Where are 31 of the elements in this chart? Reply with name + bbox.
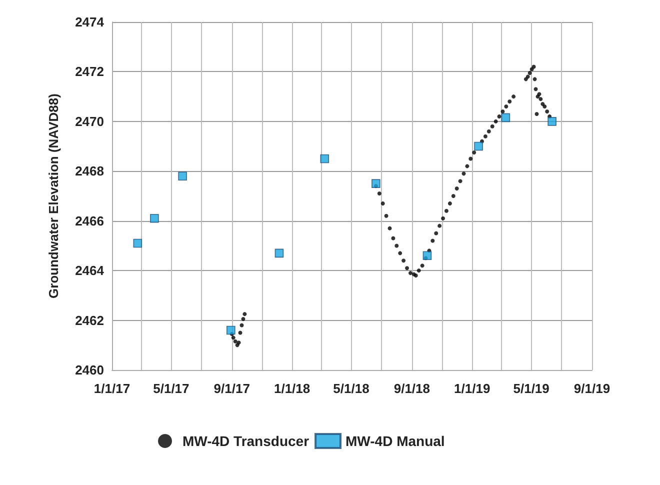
point (548, 117, 556, 126)
x-tick-label: 5/1/17 (153, 381, 190, 396)
point (474, 142, 483, 151)
point (274, 248, 284, 258)
point (501, 113, 510, 122)
x-tick-label: 1/1/19 (454, 381, 490, 396)
point (422, 251, 432, 260)
point (226, 326, 236, 335)
point (320, 154, 330, 164)
y-tick-label: 2472 (75, 64, 104, 80)
y-tick-label: 2460 (75, 362, 104, 378)
y-tick-label: 2474 (75, 14, 105, 30)
x-tick-label: 5/1/18 (333, 381, 370, 396)
x-tick-label: 1/1/17 (94, 381, 130, 396)
point (178, 172, 187, 181)
y-tick-label: 2466 (75, 213, 104, 228)
x-tick-label: 9/1/19 (574, 381, 610, 396)
x-tick-label: 9/1/18 (394, 381, 430, 396)
legend-label: MW-4D Transducer (182, 433, 310, 449)
point (372, 179, 380, 188)
x-tick-label: 5/1/19 (513, 381, 550, 396)
y-tick-label: 2468 (75, 164, 104, 179)
point (150, 214, 159, 223)
y-axis-title: Groundwater Elevation (NAVD88) (46, 94, 61, 298)
x-tick-label: 9/1/17 (214, 381, 250, 396)
y-tick-label: 2464 (75, 263, 105, 278)
y-tick-label: 2470 (75, 114, 104, 129)
point (133, 238, 142, 248)
x-tick-label: 1/1/18 (274, 381, 310, 396)
legend-label: MW-4D Manual (346, 433, 445, 449)
y-tick-label: 2462 (75, 312, 104, 328)
